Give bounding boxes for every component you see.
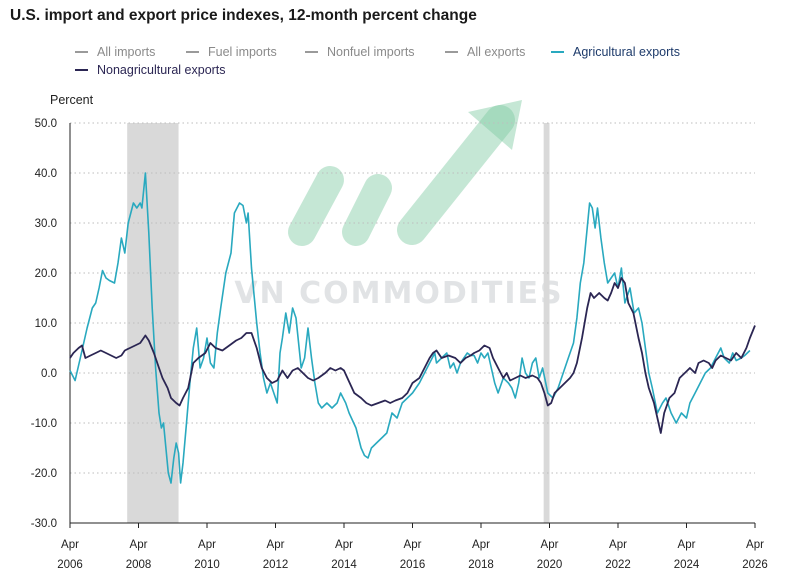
legend-item[interactable]: Nonfuel imports [305, 45, 415, 59]
x-tick-month: Apr [404, 539, 422, 551]
x-tick-month: Apr [335, 539, 353, 551]
watermark-bar [342, 174, 392, 246]
agricultural-exports-line [69, 172, 751, 484]
watermark-arrow-shaft [397, 105, 515, 245]
x-tick-year: 2020 [537, 559, 563, 571]
x-tick-year: 2014 [331, 559, 357, 571]
y-axis-label: Percent [50, 93, 94, 107]
legend-label: All imports [97, 45, 155, 59]
legend-item[interactable]: All imports [75, 45, 155, 59]
x-tick-month: Apr [746, 539, 764, 551]
nonagricultural-exports-line [69, 277, 756, 434]
y-tick-label: 30.0 [35, 218, 57, 230]
watermark-text: VN COMMODITIES [234, 276, 563, 311]
x-tick-year: 2012 [263, 559, 289, 571]
axes: 50.0 40.0 30.0 20.0 10.0 0.0 -10.0 -20.0 -30.0 Pe… [31, 93, 768, 571]
y-tick-label: -20.0 [31, 468, 57, 480]
watermark-arrow-head [468, 100, 522, 150]
y-tick-label: -10.0 [31, 418, 57, 430]
legend: All imports Fuel imports Nonfuel imports Al… [75, 45, 680, 77]
x-tick-month: Apr [198, 539, 216, 551]
y-tick-label: 20.0 [35, 268, 57, 280]
y-tick-label: 10.0 [35, 318, 57, 330]
y-tick-label: 50.0 [35, 118, 57, 130]
x-tick-year: 2022 [605, 559, 631, 571]
x-tick-month: Apr [267, 539, 285, 551]
y-tick-label: -30.0 [31, 518, 57, 530]
x-tick-month: Apr [541, 539, 559, 551]
legend-label: Fuel imports [208, 45, 277, 59]
y-tick-label: 0.0 [41, 368, 57, 380]
x-tick-year: 2018 [468, 559, 494, 571]
x-tick-month: Apr [472, 539, 490, 551]
recession-band [543, 123, 550, 523]
x-tick-year: 2016 [400, 559, 426, 571]
x-tick-month: Apr [130, 539, 148, 551]
x-tick-year: 2024 [674, 559, 700, 571]
chart-title: U.S. import and export price indexes, 12… [10, 7, 477, 24]
series-lines [69, 172, 756, 484]
legend-label: Nonagricultural exports [97, 63, 226, 77]
legend-item[interactable]: Nonagricultural exports [75, 63, 226, 77]
legend-item[interactable]: Fuel imports [186, 45, 277, 59]
legend-label: All exports [467, 45, 525, 59]
x-tick-year: 2008 [126, 559, 152, 571]
legend-item[interactable]: Agricultural exports [551, 45, 680, 59]
x-tick-year: 2026 [742, 559, 768, 571]
watermark-bar [288, 166, 344, 246]
x-tick-year: 2006 [57, 559, 83, 571]
x-tick-month: Apr [61, 539, 79, 551]
legend-label: Nonfuel imports [327, 45, 415, 59]
x-tick-month: Apr [609, 539, 627, 551]
legend-item[interactable]: All exports [445, 45, 525, 59]
watermark-layer: VN COMMODITIES [234, 100, 563, 311]
x-tick-month: Apr [678, 539, 696, 551]
x-tick-year: 2010 [194, 559, 220, 571]
legend-label: Agricultural exports [573, 45, 680, 59]
y-tick-label: 40.0 [35, 168, 57, 180]
